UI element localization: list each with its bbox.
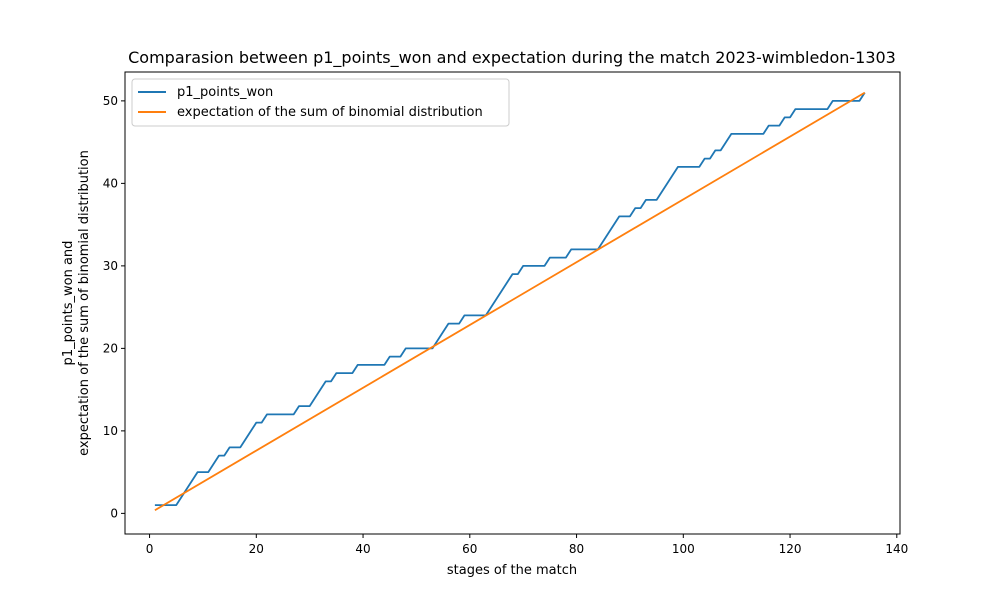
legend-label-expectation: expectation of the sum of binomial distr… (177, 105, 483, 120)
y-axis: 0 10 20 30 40 50 (103, 94, 125, 520)
series-line-p1-points-won (154, 92, 866, 507)
series-line-expectation (154, 91, 866, 512)
plot-frame (124, 71, 901, 535)
plot-area: 0 20 40 60 80 100 120 140 0 10 20 30 40 50 (103, 71, 908, 556)
y-axis-label-line1: p1_points_won and (61, 241, 76, 366)
series-lines (154, 91, 866, 512)
x-tick-label: 0 (146, 542, 154, 556)
legend: p1_points_won expectation of the sum of … (131, 78, 510, 127)
legend-label-p1-points-won: p1_points_won (177, 85, 273, 100)
x-tick-label: 140 (885, 542, 908, 556)
chart-title: Comparasion between p1_points_won and ex… (128, 48, 896, 68)
x-axis: 0 20 40 60 80 100 120 140 (146, 534, 908, 556)
y-tick-label: 10 (103, 424, 118, 438)
y-axis-label-line2: expectation of the sum of binomial distr… (77, 150, 92, 456)
y-tick-label: 30 (103, 259, 118, 273)
x-tick-label: 40 (355, 542, 370, 556)
y-tick-label: 40 (103, 176, 118, 190)
x-tick-label: 120 (779, 542, 802, 556)
x-tick-label: 20 (249, 542, 264, 556)
y-tick-label: 0 (110, 506, 118, 520)
y-tick-label: 20 (103, 341, 118, 355)
x-axis-label: stages of the match (447, 563, 577, 578)
legend-box (131, 78, 510, 127)
x-tick-label: 80 (569, 542, 584, 556)
x-tick-label: 100 (672, 542, 695, 556)
y-axis-label: p1_points_won and expectation of the sum… (61, 150, 92, 456)
y-tick-label: 50 (103, 94, 118, 108)
x-tick-label: 60 (462, 542, 477, 556)
